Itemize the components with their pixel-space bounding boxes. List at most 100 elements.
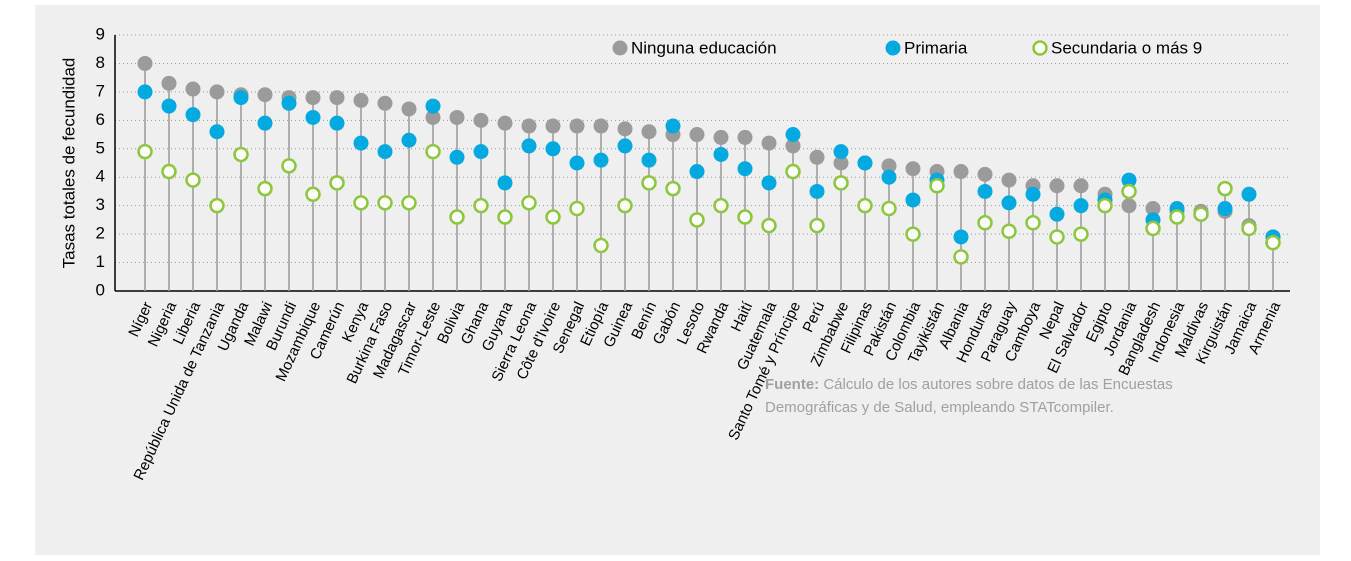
dot bbox=[569, 200, 585, 217]
dot bbox=[1193, 206, 1209, 222]
dot bbox=[1001, 172, 1017, 188]
dot bbox=[785, 163, 801, 180]
dot bbox=[401, 195, 417, 211]
dot bbox=[857, 197, 873, 214]
dot bbox=[377, 195, 393, 211]
y-tick-label: 7 bbox=[96, 81, 105, 100]
dot bbox=[569, 155, 585, 171]
dot bbox=[761, 217, 777, 234]
dot bbox=[809, 183, 825, 199]
dot bbox=[521, 138, 537, 154]
dot bbox=[953, 164, 969, 180]
dot bbox=[929, 178, 945, 194]
dot bbox=[137, 55, 153, 71]
dot bbox=[353, 135, 369, 151]
dot bbox=[641, 175, 657, 191]
legend-label: Primaria bbox=[904, 38, 968, 57]
dot bbox=[209, 124, 225, 140]
dot bbox=[641, 152, 657, 168]
dot bbox=[953, 229, 969, 245]
dot bbox=[881, 169, 897, 185]
y-tick-label: 3 bbox=[96, 195, 105, 214]
dot bbox=[329, 115, 345, 131]
dot bbox=[305, 90, 321, 106]
dot bbox=[665, 118, 681, 134]
dot bbox=[761, 135, 777, 151]
dot bbox=[1217, 180, 1233, 197]
dot bbox=[905, 226, 921, 242]
dot bbox=[833, 144, 849, 160]
dot bbox=[593, 152, 609, 168]
dot bbox=[233, 90, 249, 106]
dot bbox=[737, 209, 753, 225]
dot bbox=[329, 90, 345, 106]
dot bbox=[713, 129, 729, 145]
dot bbox=[209, 84, 225, 100]
dot bbox=[1145, 201, 1161, 217]
dot bbox=[905, 192, 921, 208]
dot bbox=[1265, 234, 1281, 251]
dot bbox=[689, 127, 705, 143]
dot bbox=[161, 75, 177, 91]
dot bbox=[1097, 197, 1113, 214]
dot bbox=[449, 209, 465, 225]
dot bbox=[881, 158, 897, 174]
dot bbox=[161, 163, 177, 180]
y-tick-label: 4 bbox=[96, 167, 105, 186]
dot bbox=[281, 158, 297, 174]
dot bbox=[1049, 206, 1065, 222]
legend-marker bbox=[612, 40, 628, 56]
dot bbox=[377, 144, 393, 160]
dot bbox=[185, 172, 201, 188]
y-tick-label: 2 bbox=[96, 224, 105, 243]
dot bbox=[497, 115, 513, 131]
legend-label: Ninguna educación bbox=[631, 38, 777, 57]
dot bbox=[425, 98, 441, 114]
dot bbox=[1145, 220, 1161, 237]
dot bbox=[449, 149, 465, 165]
dot bbox=[1001, 195, 1017, 211]
background bbox=[35, 5, 1320, 555]
dot bbox=[233, 146, 249, 163]
dot bbox=[305, 186, 321, 203]
dot bbox=[425, 109, 441, 125]
dot bbox=[209, 197, 225, 214]
dot bbox=[473, 197, 489, 214]
dot bbox=[377, 95, 393, 111]
dot bbox=[617, 197, 633, 214]
dot bbox=[761, 175, 777, 191]
dot bbox=[257, 180, 273, 197]
dot bbox=[1049, 178, 1065, 194]
dot bbox=[905, 161, 921, 177]
source-line: Cálculo de los autores sobre datos de la… bbox=[819, 376, 1173, 393]
dot bbox=[569, 118, 585, 134]
dot bbox=[521, 195, 537, 211]
dot bbox=[497, 209, 513, 225]
dot bbox=[545, 141, 561, 157]
dot bbox=[137, 143, 153, 160]
legend-marker bbox=[885, 40, 901, 56]
dot bbox=[1001, 223, 1017, 240]
dot bbox=[401, 132, 417, 148]
dot bbox=[305, 109, 321, 125]
dot bbox=[689, 212, 705, 228]
y-tick-label: 1 bbox=[96, 252, 105, 271]
dot bbox=[737, 129, 753, 145]
dot bbox=[809, 217, 825, 234]
dot bbox=[449, 109, 465, 125]
source-line: Demográficas y de Salud, empleando STATc… bbox=[765, 399, 1114, 416]
dot bbox=[185, 107, 201, 123]
dot bbox=[1169, 209, 1185, 225]
dot bbox=[1049, 229, 1065, 245]
dot bbox=[617, 138, 633, 154]
dot bbox=[329, 175, 345, 191]
y-tick-label: 5 bbox=[96, 138, 105, 157]
legend-label: Secundaria o más 9 bbox=[1051, 38, 1202, 57]
dot bbox=[1217, 201, 1233, 217]
dot bbox=[1121, 183, 1137, 200]
dot bbox=[497, 175, 513, 191]
source-label: Fuente: bbox=[765, 376, 819, 393]
legend-marker bbox=[1032, 40, 1048, 56]
dot bbox=[161, 98, 177, 114]
